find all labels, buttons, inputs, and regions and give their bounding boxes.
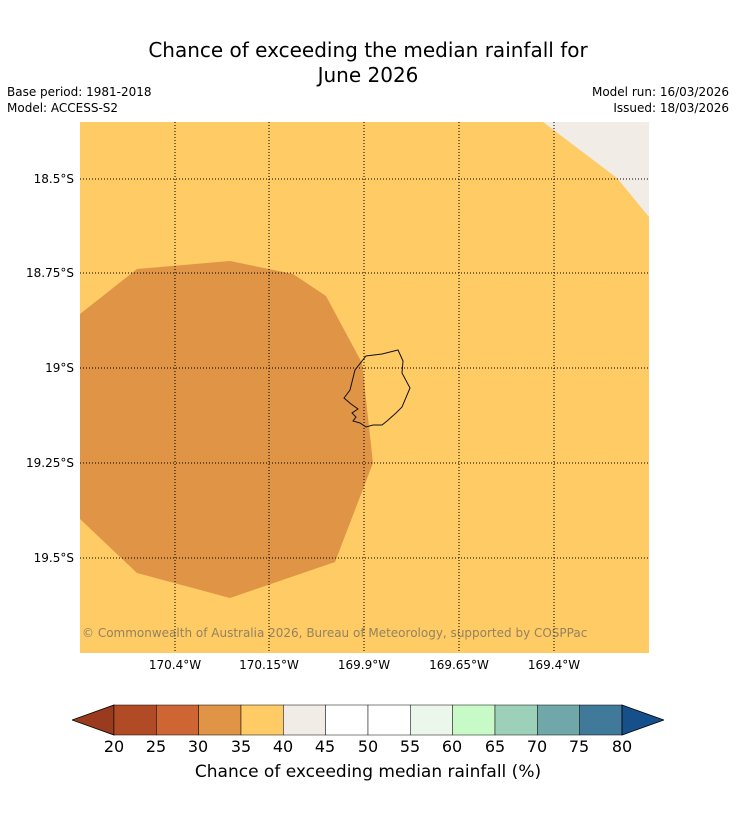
title-line-1: Chance of exceeding the median rainfall … bbox=[0, 38, 736, 63]
colorbar-tick: 70 bbox=[527, 737, 547, 756]
model-name: Model: ACCESS-S2 bbox=[7, 100, 152, 116]
colorbar-tick: 60 bbox=[442, 737, 462, 756]
lon-label-169-4: 169.4°W bbox=[528, 658, 580, 672]
colorbar-tick: 65 bbox=[485, 737, 505, 756]
base-period: Base period: 1981-2018 bbox=[7, 84, 152, 100]
colorbar-tick: 75 bbox=[569, 737, 589, 756]
issued-date: Issued: 18/03/2026 bbox=[592, 100, 729, 116]
colorbar-cell bbox=[326, 705, 368, 735]
colorbar-cell bbox=[580, 705, 622, 735]
lon-label-169-9: 169.9°W bbox=[338, 658, 390, 672]
colorbar-cell bbox=[114, 705, 156, 735]
colorbar-cell bbox=[453, 705, 495, 735]
colorbar-label: Chance of exceeding median rainfall (%) bbox=[0, 762, 736, 782]
colorbar-under-arrow bbox=[72, 705, 114, 735]
colorbar-over-arrow bbox=[622, 705, 664, 735]
colorbar-tick: 25 bbox=[146, 737, 166, 756]
colorbar-cell bbox=[241, 705, 283, 735]
copyright-notice: © Commonwealth of Australia 2026, Bureau… bbox=[82, 626, 587, 640]
colorbar-cell bbox=[199, 705, 241, 735]
colorbar-cell bbox=[495, 705, 537, 735]
lat-label-19-25: 19.25°S bbox=[26, 456, 74, 470]
region-30-35-percent bbox=[80, 261, 373, 598]
colorbar-cell bbox=[368, 705, 410, 735]
lat-label-19-5: 19.5°S bbox=[34, 551, 74, 565]
colorbar-tick: 80 bbox=[612, 737, 632, 756]
colorbar-tick: 45 bbox=[315, 737, 335, 756]
metadata-left: Base period: 1981-2018 Model: ACCESS-S2 bbox=[7, 84, 152, 116]
colorbar bbox=[72, 704, 664, 736]
lon-label-170-4: 170.4°W bbox=[149, 658, 201, 672]
lon-label-170-15: 170.15°W bbox=[239, 658, 299, 672]
chart-title: Chance of exceeding the median rainfall … bbox=[0, 38, 736, 88]
colorbar-tick: 35 bbox=[231, 737, 251, 756]
colorbar-tick: 20 bbox=[104, 737, 124, 756]
colorbar-cell bbox=[410, 705, 452, 735]
colorbar-tick: 40 bbox=[273, 737, 293, 756]
lat-label-18-5: 18.5°S bbox=[34, 172, 74, 186]
lat-label-18-75: 18.75°S bbox=[26, 266, 74, 280]
metadata-right: Model run: 16/03/2026 Issued: 18/03/2026 bbox=[592, 84, 729, 116]
colorbar-cell bbox=[156, 705, 198, 735]
map-panel bbox=[80, 122, 649, 653]
colorbar-cell bbox=[283, 705, 325, 735]
colorbar-tick: 50 bbox=[358, 737, 378, 756]
model-run: Model run: 16/03/2026 bbox=[592, 84, 729, 100]
colorbar-cells bbox=[114, 705, 622, 735]
colorbar-cell bbox=[537, 705, 579, 735]
colorbar-tick: 55 bbox=[400, 737, 420, 756]
colorbar-tick: 30 bbox=[188, 737, 208, 756]
map-svg bbox=[80, 122, 649, 653]
lon-label-169-65: 169.65°W bbox=[429, 658, 489, 672]
lat-label-19: 19°S bbox=[45, 361, 74, 375]
